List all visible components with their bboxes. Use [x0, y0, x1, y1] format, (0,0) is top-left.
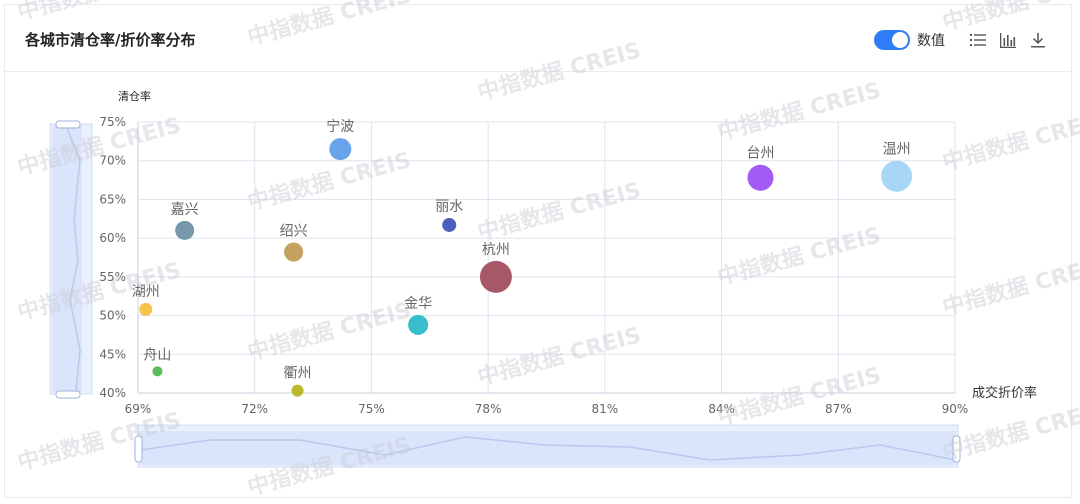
- y-zoom-handle-bottom[interactable]: [55, 390, 81, 399]
- x-tick-label: 69%: [125, 402, 152, 416]
- watermark: 中指数据 CREIS: [475, 37, 644, 106]
- x-tick-label: 72%: [241, 402, 268, 416]
- toggle-knob: [892, 32, 908, 48]
- watermark: 中指数据 CREIS: [715, 77, 884, 146]
- y-tick-label: 60%: [99, 231, 126, 245]
- y-tick-label: 55%: [99, 270, 126, 284]
- watermark: 中指数据 CREIS: [475, 322, 644, 391]
- y-tick-label: 70%: [99, 154, 126, 168]
- chart-toolbar: 数值: [874, 27, 1049, 53]
- list-icon[interactable]: [967, 29, 989, 51]
- x-tick-label: 87%: [825, 402, 852, 416]
- y-axis-title: 清仓率: [118, 89, 151, 103]
- chart-title: 各城市清仓率/折价率分布: [25, 31, 196, 49]
- x-tick-label: 81%: [592, 402, 619, 416]
- x-zoom-handle-right[interactable]: [952, 435, 961, 463]
- data-point[interactable]: [747, 164, 774, 191]
- data-point[interactable]: [479, 260, 512, 293]
- data-point[interactable]: [881, 160, 913, 192]
- data-point-label: 宁波: [326, 118, 354, 135]
- data-point-label: 舟山: [143, 347, 171, 363]
- x-tick-label: 78%: [475, 402, 502, 416]
- data-point[interactable]: [408, 314, 429, 335]
- y-zoom-range: [52, 126, 82, 392]
- y-tick-label: 45%: [99, 347, 126, 361]
- bar-chart-icon[interactable]: [997, 29, 1019, 51]
- watermark: 中指数据 CREIS: [940, 0, 1080, 36]
- watermark: 中指数据 CREIS: [475, 177, 644, 246]
- x-tick-label: 75%: [358, 402, 385, 416]
- watermark: 中指数据 CREIS: [245, 0, 414, 51]
- card-header: 各城市清仓率/折价率分布 数值: [5, 5, 1071, 72]
- y-zoom-shadow: [65, 125, 81, 393]
- y-tick-label: 75%: [99, 115, 126, 129]
- watermark: 中指数据 CREIS: [715, 362, 884, 431]
- value-toggle[interactable]: [874, 30, 910, 50]
- data-point-label: 绍兴: [280, 224, 308, 240]
- data-point[interactable]: [329, 138, 352, 161]
- toggle-label: 数值: [917, 33, 945, 49]
- data-point-label: 嘉兴: [171, 202, 199, 218]
- data-point[interactable]: [139, 302, 153, 316]
- x-tick-label: 90%: [942, 402, 969, 416]
- x-zoom-handle-left[interactable]: [134, 435, 143, 463]
- watermark: 中指数据 CREIS: [245, 147, 414, 216]
- data-point[interactable]: [175, 220, 195, 240]
- y-zoom-handle-top[interactable]: [55, 120, 81, 129]
- data-point-label: 衢州: [284, 365, 312, 382]
- download-icon[interactable]: [1027, 29, 1049, 51]
- x-tick-label: 84%: [708, 402, 735, 416]
- watermark: 中指数据 CREIS: [715, 222, 884, 291]
- data-point-label: 丽水: [435, 199, 463, 215]
- data-point[interactable]: [284, 242, 304, 262]
- y-tick-label: 40%: [99, 386, 126, 400]
- data-point-label: 杭州: [482, 242, 510, 258]
- watermark: 中指数据 CREIS: [15, 0, 184, 26]
- data-point[interactable]: [442, 217, 457, 232]
- chart-card: 各城市清仓率/折价率分布 数值: [4, 4, 1072, 498]
- x-zoom-range: [140, 431, 956, 465]
- data-point[interactable]: [152, 366, 163, 377]
- data-point-label: 温州: [883, 142, 911, 158]
- data-point-label: 金华: [404, 296, 432, 312]
- x-axis-title: 成交折价率: [972, 385, 1037, 401]
- watermark: 中指数据 CREIS: [940, 252, 1080, 321]
- data-point[interactable]: [291, 384, 304, 397]
- x-zoom-shadow: [139, 436, 957, 461]
- watermark: 中指数据 CREIS: [940, 107, 1080, 176]
- y-tick-label: 50%: [99, 309, 126, 323]
- data-point-label: 台州: [746, 146, 774, 162]
- data-point-label: 湖州: [132, 284, 160, 300]
- watermark: 中指数据 CREIS: [245, 297, 414, 366]
- y-tick-label: 65%: [99, 192, 126, 206]
